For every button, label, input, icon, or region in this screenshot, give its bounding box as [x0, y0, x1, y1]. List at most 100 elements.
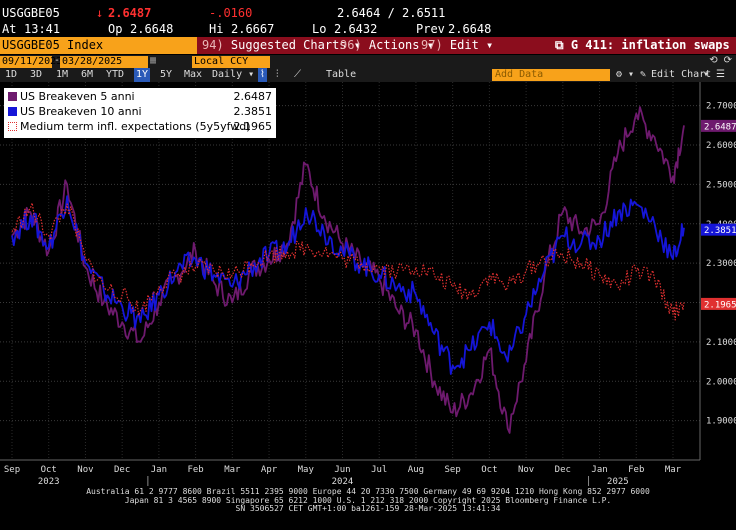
x-tick-label: Jul [371, 465, 387, 475]
y-tick-label: 2.1000 [706, 338, 736, 348]
last-value-tags: 2.6487 2.3851 2.1965 [701, 119, 736, 310]
add-data-input[interactable]: Add Data [492, 69, 610, 81]
chevron-down-icon[interactable]: ▾ [703, 69, 710, 80]
nav-arrows-icon[interactable]: ⟲ ⟳ [709, 55, 732, 66]
legend-label: US Breakeven 10 anni [20, 105, 142, 118]
low-label: Lo [312, 22, 327, 36]
last-value-tag [701, 119, 736, 132]
edit-chart-button[interactable]: Edit Chart [651, 69, 712, 80]
period-5y[interactable]: 5Y [160, 69, 173, 80]
draw-tool-icon[interactable]: ⟋ [294, 69, 301, 80]
y-tick-label: 1.9000 [706, 417, 736, 427]
chart-toolbar: 1D 3D 1M 6M YTD 1Y 5Y Max Daily ▾ ⌇ ⫶ ⟋ … [0, 68, 736, 82]
footer: Australia 61 2 9777 8600 Brazil 5511 239… [0, 486, 736, 530]
date-range-bar: 09/11/2023 - 03/28/2025 ▦ Local CCY ⟲ ⟳ [0, 55, 736, 68]
x-tick-label: Feb [187, 465, 203, 475]
menu-icon[interactable]: ☰ [716, 69, 725, 80]
legend-item-breakeven-5y[interactable]: US Breakeven 5 anni 2.6487 [8, 89, 276, 104]
quote-header: USGGBE05 ↓ 2.6487 -.0160 2.6464 / 2.6511… [0, 0, 736, 37]
ticker-label: USGGBE05 [2, 6, 60, 20]
legend-item-5y5y-fwd[interactable]: Medium term infl. expectations (5y5yfwd)… [8, 119, 276, 134]
x-tick-label: Nov [518, 465, 534, 475]
legend-label: Medium term infl. expectations (5y5yfwd) [20, 120, 251, 133]
legend-item-breakeven-10y[interactable]: US Breakeven 10 anni 2.3851 [8, 104, 276, 119]
x-tick-label: Jan [591, 465, 607, 475]
open-label: Op [108, 22, 123, 36]
down-arrow-icon: ↓ [96, 6, 104, 20]
command-bar: USGGBE05 Index 94) Suggested Charts ▾ 96… [0, 37, 736, 54]
calendar-icon[interactable]: ▦ [150, 55, 157, 66]
x-tick-label: Aug [408, 465, 424, 475]
last-value-text: 2.1965 [704, 300, 736, 310]
x-tick-label: Dec [555, 465, 571, 475]
security-field[interactable]: USGGBE05 Index [0, 37, 197, 54]
suggested-charts-menu[interactable]: 94) Suggested Charts ▾ [202, 38, 361, 52]
frequency-select[interactable]: Daily ▾ [212, 69, 255, 80]
edit-menu[interactable]: 97) Edit ▾ [421, 38, 494, 52]
last-price: 2.6487 [108, 6, 152, 20]
x-tick-label: May [298, 465, 315, 475]
chart-legend[interactable]: US Breakeven 5 anni 2.6487 US Breakeven … [4, 88, 276, 138]
more-icon[interactable]: ▾ [628, 69, 635, 80]
table-button[interactable]: Table [326, 69, 357, 80]
y-tick-label: 2.0000 [706, 377, 736, 387]
date-separator: - [54, 55, 61, 66]
last-value-text: 2.3851 [704, 226, 736, 236]
series-layer [11, 106, 685, 434]
period-1d[interactable]: 1D [5, 69, 18, 80]
x-tick-label: Nov [77, 465, 93, 475]
x-tick-label: Jun [334, 465, 350, 475]
edit-icon[interactable]: ✎ [640, 69, 647, 80]
legend-value: 2.6487 [233, 90, 273, 103]
x-tick-label: Mar [224, 465, 241, 475]
series-line-breakeven-5y [11, 106, 685, 434]
period-1m[interactable]: 1M [56, 69, 69, 80]
x-tick-label: Sep [4, 465, 20, 475]
x-tick-label: Mar [665, 465, 682, 475]
line-chart-icon[interactable]: ⌇ [258, 68, 267, 82]
period-max[interactable]: Max [184, 69, 203, 80]
x-tick-label: Dec [114, 465, 130, 475]
legend-label: US Breakeven 5 anni [20, 90, 135, 103]
year-label: 2024 [332, 477, 354, 486]
start-date-field[interactable]: 09/11/2023 [0, 56, 63, 68]
currency-select[interactable]: Local CCY [192, 56, 270, 68]
prev-value: 2.6648 [448, 22, 492, 36]
legend-swatch [8, 122, 17, 131]
x-tick-label: Sep [445, 465, 461, 475]
time-value: 13:41 [24, 22, 61, 36]
low-value: 2.6432 [334, 22, 378, 36]
last-value-tag [701, 297, 736, 310]
bid-ask: 2.6464 / 2.6511 [337, 6, 446, 20]
prev-label: Prev [416, 22, 445, 36]
high-label: Hi [209, 22, 224, 36]
footer-contacts-2: Japan 81 3 4565 8900 Singapore 65 6212 1… [124, 495, 612, 505]
high-value: 2.6667 [231, 22, 275, 36]
period-ytd[interactable]: YTD [106, 69, 125, 80]
legend-value: 2.3851 [233, 105, 273, 118]
chart-type-icon[interactable]: ⫶ [276, 69, 279, 80]
y-tick-label: 2.7000 [706, 102, 736, 112]
last-value-text: 2.6487 [704, 122, 736, 132]
legend-swatch [8, 107, 17, 116]
x-tick-label: Jan [151, 465, 167, 475]
x-axis: Sep Oct Nov Dec Jan Feb Mar Apr May Jun Jul Aug Sep O… [0, 459, 700, 486]
period-3d[interactable]: 3D [30, 69, 43, 80]
period-1y[interactable]: 1Y [134, 68, 151, 82]
period-6m[interactable]: 6M [81, 69, 94, 80]
page-title: ⧉ G 411: inflation swaps US [555, 38, 736, 52]
y-tick-label: 2.3000 [706, 259, 736, 269]
link-icon[interactable]: ⧉ [555, 38, 564, 52]
legend-swatch [8, 92, 17, 101]
price-change: -.0160 [209, 6, 253, 20]
end-date-field[interactable]: 03/28/2025 [60, 56, 148, 68]
settings-icon[interactable]: ⚙ [616, 69, 623, 80]
x-tick-label: Feb [628, 465, 644, 475]
time-label: At [2, 22, 17, 36]
last-value-tag [701, 223, 736, 236]
series-line-breakeven-10y [11, 195, 685, 375]
series-line-5y5y-fwd [11, 202, 685, 321]
y-tick-label: 2.6000 [706, 141, 736, 151]
x-tick-label: Oct [481, 465, 497, 475]
actions-menu[interactable]: 96) Actions ▾ [340, 38, 434, 52]
